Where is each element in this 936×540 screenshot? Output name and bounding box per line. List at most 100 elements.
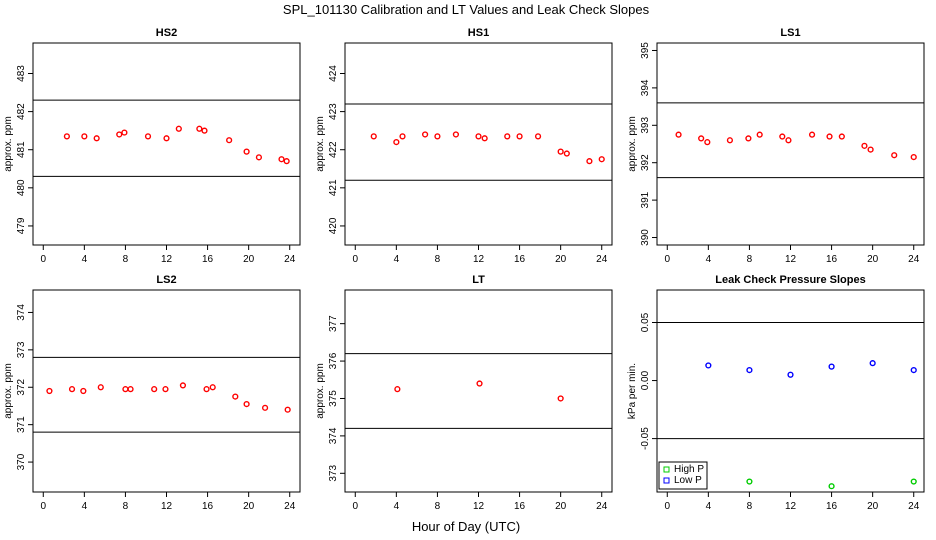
legend-swatch [663, 466, 670, 473]
panel-title: HS1 [468, 27, 489, 39]
data-point [557, 148, 564, 155]
data-point [787, 371, 794, 378]
data-point [122, 386, 129, 393]
x-tick-label: 24 [596, 501, 608, 512]
data-point [828, 363, 835, 370]
data-point [756, 131, 763, 138]
plot-frame [656, 42, 925, 246]
y-tick-label: 371 [16, 416, 27, 433]
data-point [475, 133, 482, 140]
y-tick-label: 374 [16, 304, 27, 321]
data-point [563, 150, 570, 157]
data-point [704, 139, 711, 146]
data-point [203, 386, 210, 393]
y-tick-label: 376 [328, 352, 339, 369]
y-tick-label: 395 [640, 42, 651, 59]
data-point [162, 386, 169, 393]
data-point [910, 153, 917, 161]
data-point [116, 131, 123, 138]
data-point [243, 400, 250, 408]
panel-title: Leak Check Pressure Slopes [715, 274, 865, 286]
data-point [394, 386, 401, 393]
data-point [121, 129, 128, 136]
data-point [808, 131, 816, 138]
figure-title: SPL_101130 Calibration and LT Values and… [283, 2, 650, 17]
x-tick-label: 24 [908, 254, 920, 265]
y-axis-label: kPa per min. [627, 363, 638, 419]
x-tick-label: 12 [473, 254, 485, 265]
x-tick-label: 12 [785, 501, 797, 512]
data-point [434, 133, 441, 140]
y-tick-label: 482 [16, 103, 27, 120]
x-tick-label: 12 [161, 254, 173, 265]
panel-title: HS2 [156, 27, 177, 39]
legend-swatch [663, 477, 670, 484]
y-tick-label: 373 [16, 341, 27, 358]
x-tick-label: 12 [473, 501, 485, 512]
data-point [504, 133, 511, 140]
x-tick-label: 16 [514, 501, 526, 512]
data-point [586, 158, 593, 165]
x-tick-label: 20 [867, 254, 879, 265]
data-point [516, 133, 523, 140]
data-point [278, 156, 285, 163]
panel-5: Leak Check Pressure Slopes 0 4 8 12 16 20 24 -0.… [627, 274, 925, 512]
data-point [910, 478, 917, 485]
data-point [370, 133, 377, 140]
x-tick-label: 8 [747, 501, 753, 512]
data-point [557, 395, 564, 402]
data-point [891, 152, 898, 159]
data-point [97, 384, 104, 391]
data-point [726, 137, 734, 144]
x-tick-label: 8 [435, 501, 441, 512]
x-tick-label: 8 [123, 501, 129, 512]
x-tick-label: 0 [40, 254, 46, 265]
x-tick-label: 4 [394, 254, 400, 265]
data-point [68, 386, 76, 393]
x-tick-label: 4 [82, 501, 88, 512]
x-tick-label: 20 [555, 254, 567, 265]
data-point [779, 133, 786, 140]
data-point [127, 386, 134, 393]
data-point [705, 362, 712, 369]
x-tick-label: 24 [908, 501, 920, 512]
data-point [869, 360, 876, 367]
panel-2: LS1 0 4 8 12 16 20 24 390 391 392 393 394 395 approx. … [627, 27, 925, 265]
x-tick-label: 20 [555, 501, 567, 512]
y-axis-label: approx. ppm [3, 363, 14, 419]
data-point [867, 146, 874, 153]
x-tick-label: 4 [706, 501, 712, 512]
x-tick-label: 4 [394, 501, 400, 512]
data-point [151, 386, 158, 393]
y-tick-label: 0.00 [640, 370, 651, 390]
x-tick-label: 4 [706, 254, 712, 265]
data-point [452, 131, 460, 138]
data-point [422, 131, 429, 138]
data-point [838, 133, 845, 140]
y-tick-label: 392 [640, 154, 651, 171]
data-point [399, 133, 406, 140]
data-point [196, 125, 203, 132]
figure-xlabel: Hour of Day (UTC) [412, 519, 520, 534]
x-tick-label: 0 [352, 501, 358, 512]
y-tick-label: 374 [328, 427, 339, 444]
x-tick-label: 12 [785, 254, 797, 265]
data-point [93, 135, 100, 142]
x-tick-label: 8 [123, 254, 129, 265]
data-point [393, 138, 400, 146]
data-point [80, 387, 87, 395]
panel-1: HS1 0 4 8 12 16 20 24 420 421 422 423 424 approx. ppm [315, 27, 613, 265]
data-point [675, 131, 682, 138]
y-tick-label: 479 [16, 217, 27, 234]
plot-frame [344, 289, 613, 493]
panel-title: LT [472, 274, 485, 286]
data-point [209, 384, 216, 391]
panel-0: HS2 0 4 8 12 16 20 24 479 480 481 482 483 approx. ppm [3, 27, 301, 265]
y-tick-label: -0.05 [640, 427, 651, 450]
data-point [179, 382, 187, 389]
x-tick-label: 24 [284, 501, 296, 512]
x-tick-label: 24 [596, 254, 608, 265]
y-tick-label: 370 [16, 453, 27, 470]
